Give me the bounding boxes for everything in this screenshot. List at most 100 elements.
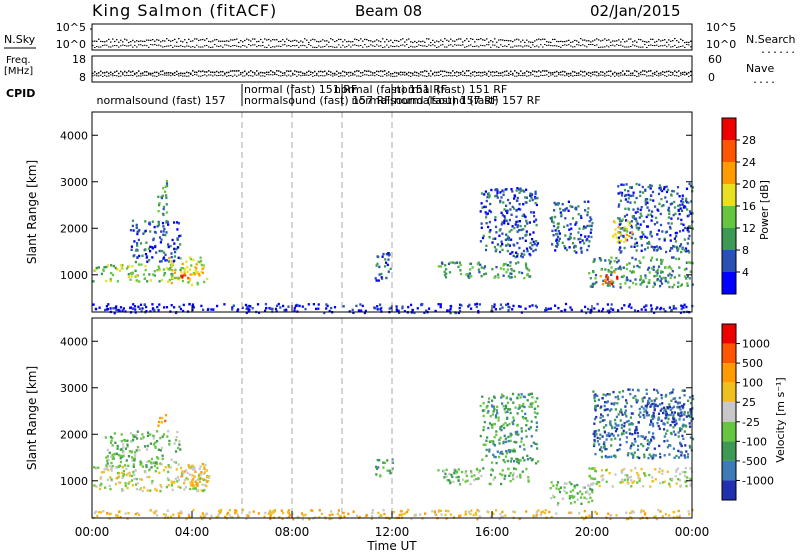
heatmap-cell bbox=[160, 485, 163, 489]
heatmap-cell bbox=[165, 259, 168, 262]
heatmap-cell bbox=[100, 476, 103, 479]
heatmap-cell bbox=[624, 411, 627, 414]
heatmap-cell bbox=[489, 482, 492, 486]
heatmap-cell bbox=[480, 226, 483, 229]
noise-search-point bbox=[514, 45, 516, 47]
noise-sky-point bbox=[572, 41, 574, 43]
heatmap-cell bbox=[676, 467, 680, 470]
freq-point bbox=[454, 72, 456, 74]
heatmap-cell bbox=[138, 513, 141, 516]
heatmap-cell bbox=[466, 479, 469, 482]
heatmap-cell bbox=[162, 187, 165, 190]
freq-point bbox=[438, 71, 440, 73]
noise-search-point bbox=[242, 44, 244, 46]
freq-point bbox=[622, 70, 624, 72]
heatmap-cell bbox=[519, 305, 522, 308]
noise-sky-point bbox=[232, 39, 234, 41]
heatmap-cell bbox=[590, 477, 593, 480]
heatmap-cell bbox=[99, 484, 102, 487]
freq-point bbox=[674, 70, 676, 72]
freq-point bbox=[196, 71, 198, 74]
noise-sky-point bbox=[172, 39, 174, 42]
heatmap-cell bbox=[524, 262, 528, 265]
freq-point bbox=[572, 70, 574, 73]
noise-sky-point bbox=[458, 38, 460, 40]
freq-point bbox=[248, 71, 250, 73]
heatmap-cell bbox=[673, 420, 676, 423]
heatmap-cell bbox=[131, 219, 135, 222]
heatmap-cell bbox=[138, 254, 141, 258]
heatmap-cell bbox=[484, 443, 487, 446]
heatmap-cell bbox=[144, 220, 147, 223]
heatmap-cell bbox=[634, 467, 637, 470]
heatmap-cell bbox=[503, 477, 506, 480]
noise-search-point bbox=[534, 46, 536, 48]
nave-point bbox=[150, 74, 152, 76]
heatmap-cell bbox=[287, 509, 290, 512]
heatmap-cell bbox=[95, 467, 98, 470]
heatmap-cell bbox=[686, 228, 689, 232]
heatmap-cell bbox=[565, 482, 568, 485]
heatmap-cell bbox=[504, 455, 507, 458]
noise-sky-point bbox=[228, 40, 230, 42]
heatmap-cell bbox=[637, 413, 641, 417]
heatmap-cell bbox=[199, 465, 202, 468]
heatmap-cell bbox=[492, 478, 495, 481]
noise-search-point bbox=[94, 46, 96, 48]
heatmap-cell bbox=[513, 269, 516, 273]
heatmap-cell bbox=[160, 196, 163, 200]
noise-search-point bbox=[308, 44, 310, 46]
heatmap-cell bbox=[559, 211, 562, 214]
heatmap-cell bbox=[99, 511, 103, 514]
heatmap-cell bbox=[198, 477, 201, 481]
heatmap-cell bbox=[136, 242, 139, 245]
heatmap-cell bbox=[176, 476, 179, 479]
noise-search-point bbox=[414, 46, 416, 48]
colorbar-tick-label: -25 bbox=[742, 416, 760, 429]
noise-search-point bbox=[424, 45, 426, 47]
heatmap-cell bbox=[498, 455, 501, 459]
heatmap-cell bbox=[478, 303, 481, 306]
noise-sky-point bbox=[588, 40, 590, 42]
heatmap-cell bbox=[510, 238, 513, 241]
heatmap-cell bbox=[680, 283, 684, 286]
heatmap-cell bbox=[383, 461, 387, 465]
nave-point bbox=[662, 74, 664, 76]
heatmap-cell bbox=[659, 212, 662, 216]
freq-point bbox=[452, 70, 454, 72]
heatmap-cell bbox=[105, 279, 108, 283]
noise-sky-point bbox=[524, 41, 526, 44]
heatmap-cell bbox=[293, 306, 296, 310]
heatmap-cell bbox=[198, 467, 201, 471]
heatmap-cell bbox=[481, 458, 484, 461]
heatmap-cell bbox=[144, 253, 148, 256]
heatmap-cell bbox=[550, 515, 553, 519]
noise-sky-point bbox=[264, 38, 266, 40]
heatmap-cell bbox=[621, 469, 624, 472]
nave-point bbox=[98, 75, 100, 77]
colorbar-tick-label: -100 bbox=[742, 435, 767, 448]
heatmap-cell bbox=[623, 422, 626, 425]
heatmap-cell bbox=[677, 509, 680, 513]
heatmap-cell bbox=[672, 405, 675, 409]
heatmap-cell bbox=[608, 393, 611, 396]
heatmap-cell bbox=[623, 215, 626, 218]
freq-point bbox=[126, 71, 128, 74]
heatmap-cell bbox=[570, 494, 573, 498]
heatmap-cell bbox=[669, 408, 672, 412]
heatmap-cell bbox=[177, 512, 180, 515]
heatmap-cell bbox=[521, 409, 524, 413]
heatmap-cell bbox=[681, 404, 684, 408]
noise-search-point bbox=[588, 44, 590, 46]
noise-search-point bbox=[226, 44, 228, 46]
heatmap-cell bbox=[648, 402, 651, 405]
heatmap-cell bbox=[505, 404, 508, 407]
nave-point bbox=[474, 75, 476, 77]
heatmap-cell bbox=[184, 274, 187, 277]
heatmap-cell bbox=[652, 199, 655, 202]
heatmap-cell bbox=[589, 496, 592, 499]
heatmap-cell bbox=[635, 401, 638, 404]
heatmap-cell bbox=[656, 208, 659, 211]
heatmap-cell bbox=[490, 404, 494, 407]
heatmap-cell bbox=[579, 237, 582, 240]
